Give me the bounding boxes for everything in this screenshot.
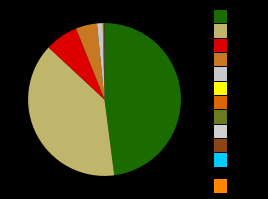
Wedge shape (104, 23, 105, 100)
Wedge shape (103, 23, 105, 100)
Wedge shape (28, 47, 114, 176)
Wedge shape (97, 23, 105, 100)
Wedge shape (104, 23, 105, 100)
Wedge shape (103, 23, 105, 100)
Wedge shape (103, 23, 105, 100)
Wedge shape (105, 23, 181, 175)
Wedge shape (76, 23, 105, 100)
Wedge shape (49, 29, 105, 100)
